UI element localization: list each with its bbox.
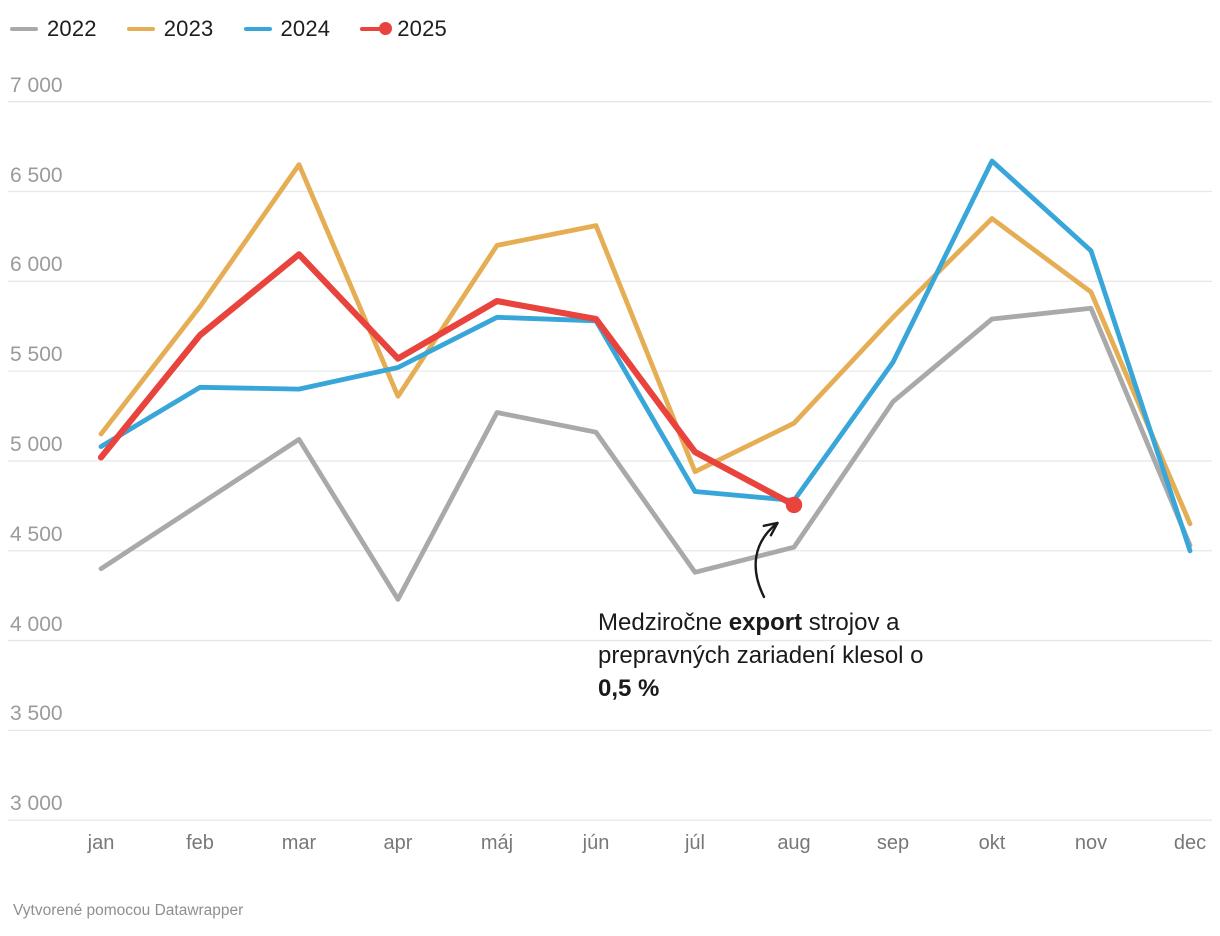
series-endpoint-dot <box>785 496 803 514</box>
y-tick-label: 3 000 <box>10 792 63 816</box>
legend-swatch-2025 <box>360 22 393 36</box>
y-tick-label: 3 500 <box>10 702 63 726</box>
annotation-arrow <box>754 521 779 599</box>
legend-swatch-2024 <box>243 26 272 32</box>
y-tick-label: 4 500 <box>10 522 63 546</box>
annotation-line-1: Medziročne export strojov a <box>598 609 900 636</box>
x-tick-label: mar <box>281 832 317 854</box>
y-tick-label: 6 500 <box>10 163 63 187</box>
x-tick-label: máj <box>480 832 514 854</box>
series-line-2024 <box>98 158 1193 554</box>
x-tick-label: nov <box>1074 832 1108 854</box>
series-lines <box>97 158 1193 602</box>
x-tick-label: sep <box>876 832 910 854</box>
datawrapper-attribution-link[interactable]: Vytvorené pomocou Datawrapper <box>13 902 244 919</box>
legend-label-2023: 2023 <box>163 16 214 41</box>
x-tick-label: jan <box>87 832 115 854</box>
legend: 2022 2023 2024 2025 <box>10 16 447 42</box>
legend-item-2024: 2024 <box>243 16 331 42</box>
series-line-2023 <box>98 162 1193 527</box>
legend-label-2024: 2024 <box>280 16 331 41</box>
x-tick-label: apr <box>383 832 413 854</box>
y-tick-label: 5 500 <box>10 343 63 367</box>
annotation-line-2: prepravných zariadení klesol o <box>598 642 924 669</box>
y-tick-label: 6 000 <box>10 253 63 277</box>
legend-item-2023: 2023 <box>126 16 214 42</box>
x-tick-label: jún <box>582 832 610 854</box>
series-line-2025 <box>97 251 798 509</box>
legend-swatch-2022 <box>10 26 38 32</box>
y-tick-label: 4 000 <box>10 612 63 636</box>
gridlines <box>8 101 1212 821</box>
x-tick-label: feb <box>186 832 214 854</box>
chart-annotation: Medziročne export strojov a prepravných … <box>598 606 924 705</box>
x-tick-label: júl <box>684 832 705 854</box>
legend-item-2025: 2025 <box>360 16 447 42</box>
legend-label-2025: 2025 <box>397 16 447 41</box>
legend-item-2022: 2022 <box>10 16 97 42</box>
y-tick-label: 5 000 <box>10 432 63 456</box>
x-tick-label: aug <box>777 832 811 854</box>
x-tick-label: dec <box>1173 832 1207 854</box>
legend-label-2022: 2022 <box>47 16 97 41</box>
legend-dot-2025 <box>379 22 393 36</box>
legend-swatch-2023 <box>126 26 155 32</box>
series-line-2022 <box>98 305 1193 602</box>
x-tick-label: okt <box>978 832 1006 854</box>
y-tick-label: 7 000 <box>10 73 63 97</box>
annotation-line-3: 0,5 % <box>598 675 660 702</box>
